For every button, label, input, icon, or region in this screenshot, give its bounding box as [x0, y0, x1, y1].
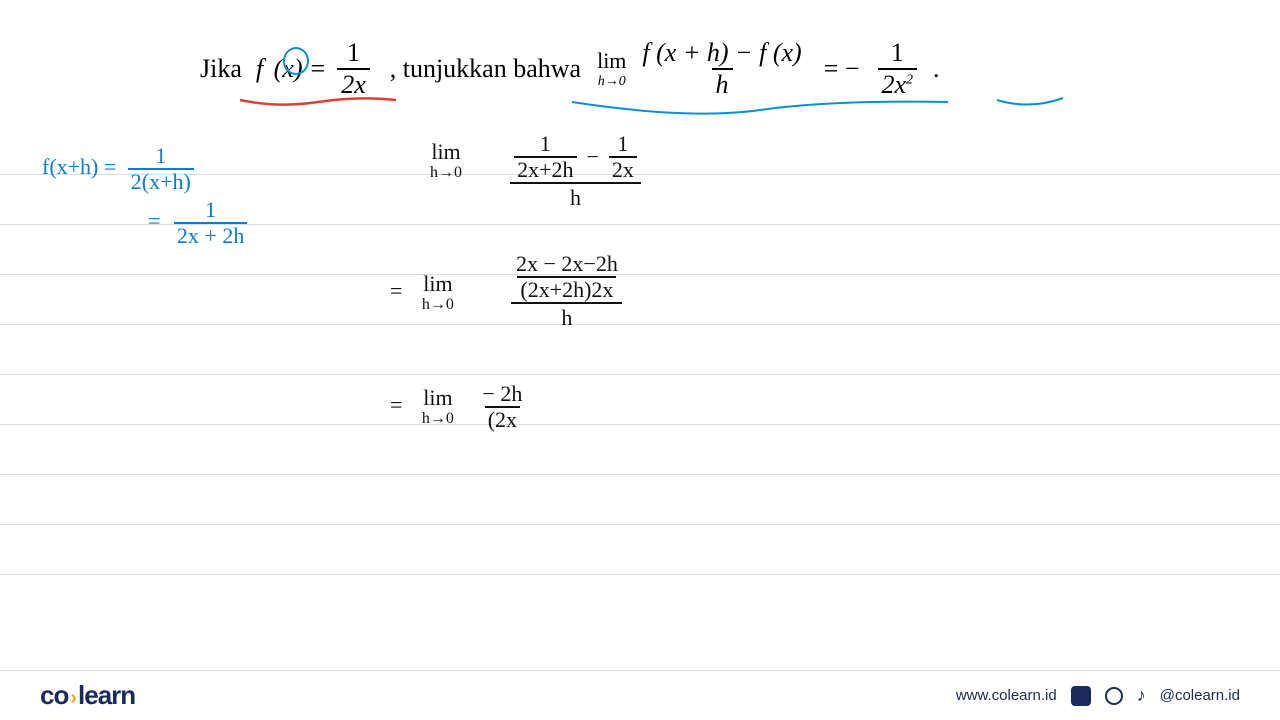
- footer-url: www.colearn.id: [956, 687, 1057, 704]
- eq-sign-1: =: [311, 54, 326, 84]
- hw-step1-lim: lim h→0: [430, 140, 462, 182]
- text-jika: Jika: [200, 54, 242, 84]
- ruled-line: [0, 474, 1280, 475]
- hw-step1-expr: 1 2x+2h − 1 2x h: [510, 132, 641, 213]
- diffq-num: f (x + h) − f (x): [638, 38, 805, 68]
- footer-right: www.colearn.id ♪ @colearn.id: [956, 685, 1240, 706]
- hw-fxh-line2: = 1 2x + 2h: [148, 198, 247, 248]
- ruled-line: [0, 524, 1280, 525]
- rhs-den: 2x2: [878, 68, 918, 100]
- hw-step2-expr: 2x − 2x−2h (2x+2h)2x h: [510, 252, 624, 333]
- hw-step1-b: 1 2x: [609, 132, 637, 182]
- text-tunjukkan: , tunjukkan bahwa: [390, 54, 581, 84]
- frac-1-over-2x: 1 2x: [337, 38, 370, 100]
- logo-accent-icon: ›: [70, 687, 76, 709]
- ruled-line: [0, 424, 1280, 425]
- hw-fxh-frac2: 1 2x + 2h: [174, 198, 247, 248]
- colearn-logo: co›learn: [40, 680, 135, 711]
- hw-fxh-line1: f(x+h) = 1 2(x+h): [42, 144, 194, 194]
- hw-step3-frac: − 2h (2x: [479, 382, 525, 432]
- difference-quotient: f (x + h) − f (x) h: [638, 38, 805, 100]
- blue-underbrace-annotation: [570, 100, 950, 120]
- period: .: [933, 54, 940, 84]
- footer-bar: co›learn www.colearn.id ♪ @colearn.id: [0, 670, 1280, 720]
- rhs-frac: 1 2x2: [878, 38, 918, 100]
- ruled-line: [0, 324, 1280, 325]
- facebook-icon: [1071, 686, 1091, 706]
- hw-step2-inner: 2x − 2x−2h (2x+2h)2x: [513, 252, 621, 302]
- f-symbol: f: [256, 54, 263, 83]
- footer-handle: @colearn.id: [1160, 687, 1240, 704]
- problem-statement: Jika f (x) = 1 2x , tunjukkan bahwa lim …: [200, 38, 940, 100]
- hw-fxh-label: f(x+h) =: [42, 154, 116, 179]
- hw-fxh-eq2: =: [148, 208, 160, 233]
- hw-fxh-frac1: 1 2(x+h): [128, 144, 194, 194]
- ruled-line: [0, 274, 1280, 275]
- eq-sign-2: = −: [824, 54, 860, 84]
- ruled-line: [0, 574, 1280, 575]
- rhs-num: 1: [887, 38, 908, 68]
- tiktok-icon: ♪: [1137, 685, 1146, 706]
- hw-step2-bigfrac: 2x − 2x−2h (2x+2h)2x h: [510, 252, 624, 333]
- lim-text: lim: [597, 48, 626, 74]
- hw-step2: = lim h→0: [390, 272, 454, 314]
- diffq-den: h: [712, 68, 733, 100]
- hw-step3: = lim h→0 − 2h (2x: [390, 382, 525, 432]
- frac1-num: 1: [343, 38, 364, 68]
- ruled-line: [0, 374, 1280, 375]
- hw-step1-a: 1 2x+2h: [514, 132, 576, 182]
- red-underline-annotation: [238, 96, 398, 108]
- paren-open: (: [274, 54, 283, 83]
- limit-operator: lim h→0: [597, 48, 626, 90]
- lim-sub: h→0: [598, 74, 626, 90]
- circle-around-x-annotation: [283, 47, 309, 75]
- hw-step1-bigfrac: 1 2x+2h − 1 2x h: [510, 132, 641, 213]
- instagram-icon: [1105, 687, 1123, 705]
- blue-underline-rhs-annotation: [995, 96, 1065, 110]
